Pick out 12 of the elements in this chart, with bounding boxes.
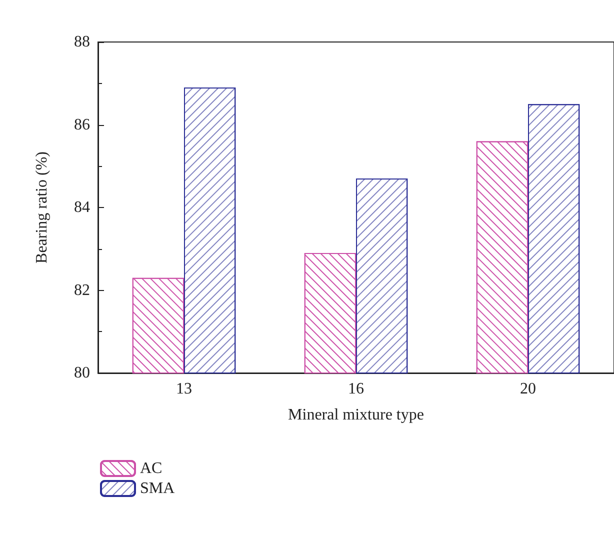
x-axis-title: Mineral mixture type bbox=[288, 406, 424, 424]
y-tick-label: 84 bbox=[74, 199, 90, 216]
x-tick-label: 20 bbox=[520, 380, 536, 398]
y-axis-title: Bearing ratio (%) bbox=[34, 152, 50, 264]
legend-label: SMA bbox=[140, 480, 176, 497]
x-tick-label: 16 bbox=[348, 380, 364, 398]
x-tick-label: 13 bbox=[176, 380, 192, 398]
y-tick-label: 80 bbox=[74, 364, 90, 382]
y-tick-label: 86 bbox=[74, 116, 90, 134]
legend-label: AC bbox=[140, 460, 162, 477]
y-tick-label: 82 bbox=[74, 282, 90, 299]
y-tick-label: 88 bbox=[74, 34, 90, 50]
